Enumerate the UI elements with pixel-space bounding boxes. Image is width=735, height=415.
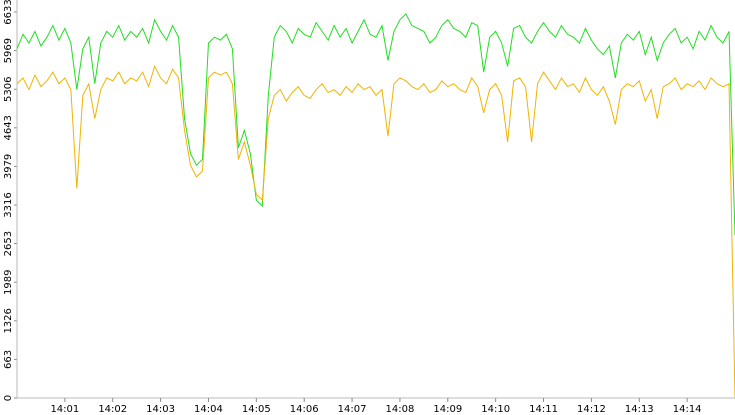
x-tick-label: 14:06 [290,404,319,415]
x-tick-label: 14:14 [673,404,702,415]
x-tick-label: 14:08 [386,404,415,415]
x-tick-label: 14:02 [98,404,127,415]
x-tick-label: 14:12 [577,404,606,415]
x-tick-label: 14:01 [50,404,79,415]
y-tick-label: 3316 [3,192,14,217]
x-tick-label: 14:04 [194,404,223,415]
x-tick-label: 14:07 [338,404,367,415]
x-tick-label: 14:13 [625,404,654,415]
series-line [16,64,735,399]
series-line [16,13,735,236]
y-tick-label: 2653 [3,231,14,256]
y-tick-label: 663 [3,350,14,369]
x-tick-label: 14:05 [242,404,271,415]
y-tick-label: 0 [3,395,14,401]
y-tick-label: 3979 [3,154,14,179]
y-tick-label: 4643 [3,115,14,140]
y-tick-label: 1326 [3,308,14,333]
x-tick-label: 14:03 [146,404,175,415]
y-tick-label: 5969 [3,38,14,63]
x-tick-label: 14:10 [481,404,510,415]
y-tick-label: 6633 [3,0,14,25]
x-tick-label: 14:09 [433,404,462,415]
x-tick-label: 14:11 [529,404,558,415]
y-tick-label: 1989 [3,270,14,295]
y-tick-label: 5306 [3,76,14,101]
